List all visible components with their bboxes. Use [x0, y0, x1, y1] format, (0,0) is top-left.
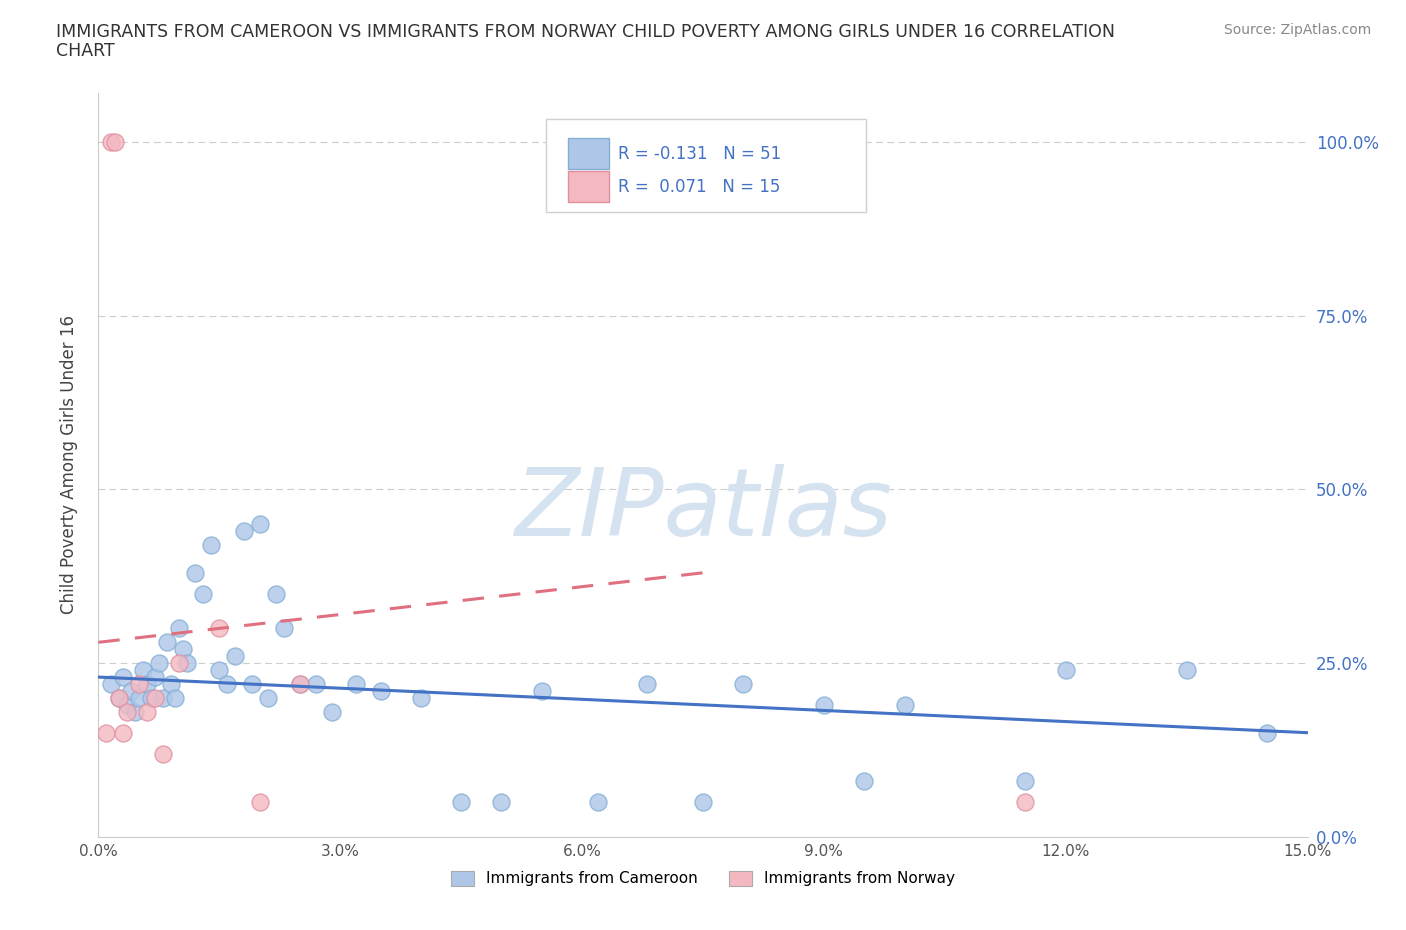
Y-axis label: Child Poverty Among Girls Under 16: Child Poverty Among Girls Under 16: [59, 315, 77, 615]
Text: IMMIGRANTS FROM CAMEROON VS IMMIGRANTS FROM NORWAY CHILD POVERTY AMONG GIRLS UND: IMMIGRANTS FROM CAMEROON VS IMMIGRANTS F…: [56, 23, 1115, 41]
Point: [288, 677, 311, 692]
Point: [107, 690, 129, 705]
Point: [143, 670, 166, 684]
Point: [240, 677, 263, 692]
Point: [115, 704, 138, 719]
Point: [1256, 725, 1278, 740]
Point: [217, 677, 239, 692]
Legend: Immigrants from Cameroon, Immigrants from Norway: Immigrants from Cameroon, Immigrants fro…: [446, 864, 960, 893]
FancyBboxPatch shape: [546, 119, 866, 212]
Point: [167, 621, 190, 636]
Point: [148, 656, 170, 671]
Point: [152, 690, 174, 705]
Point: [100, 134, 122, 149]
Point: [1014, 795, 1036, 810]
Point: [103, 134, 125, 149]
Point: [193, 586, 215, 601]
Text: ZIPatlas: ZIPatlas: [515, 464, 891, 555]
Point: [120, 684, 142, 698]
Point: [530, 684, 553, 698]
Point: [409, 690, 432, 705]
Point: [491, 795, 513, 810]
Point: [135, 677, 157, 692]
Point: [224, 649, 246, 664]
Point: [273, 621, 295, 636]
Point: [135, 704, 157, 719]
Point: [733, 677, 755, 692]
Point: [115, 698, 138, 712]
Text: R = -0.131   N = 51: R = -0.131 N = 51: [619, 145, 782, 163]
Point: [172, 642, 194, 657]
Point: [305, 677, 328, 692]
Point: [208, 621, 231, 636]
Point: [893, 698, 915, 712]
FancyBboxPatch shape: [568, 171, 609, 203]
Point: [143, 690, 166, 705]
Point: [124, 704, 146, 719]
Point: [96, 725, 118, 740]
Point: [586, 795, 609, 810]
Point: [107, 690, 129, 705]
Point: [370, 684, 392, 698]
Point: [200, 538, 222, 552]
Point: [249, 795, 271, 810]
Point: [450, 795, 472, 810]
Text: Source: ZipAtlas.com: Source: ZipAtlas.com: [1223, 23, 1371, 37]
Point: [128, 690, 150, 705]
Point: [1054, 663, 1077, 678]
Point: [853, 774, 876, 789]
Point: [160, 677, 183, 692]
Point: [321, 704, 343, 719]
Point: [139, 690, 162, 705]
Point: [232, 524, 254, 538]
Point: [111, 725, 134, 740]
FancyBboxPatch shape: [568, 138, 609, 169]
Point: [100, 677, 122, 692]
Point: [1014, 774, 1036, 789]
Point: [163, 690, 186, 705]
Point: [288, 677, 311, 692]
Point: [156, 635, 179, 650]
Point: [264, 586, 287, 601]
Point: [344, 677, 367, 692]
Point: [111, 670, 134, 684]
Point: [636, 677, 658, 692]
Point: [152, 746, 174, 761]
Point: [208, 663, 231, 678]
Point: [256, 690, 278, 705]
Point: [692, 795, 714, 810]
Text: R =  0.071   N = 15: R = 0.071 N = 15: [619, 179, 780, 196]
Point: [249, 517, 271, 532]
Point: [1175, 663, 1198, 678]
Point: [184, 565, 207, 580]
Point: [167, 656, 190, 671]
Point: [132, 663, 155, 678]
Text: CHART: CHART: [56, 42, 115, 60]
Point: [813, 698, 835, 712]
Point: [176, 656, 198, 671]
Point: [128, 677, 150, 692]
